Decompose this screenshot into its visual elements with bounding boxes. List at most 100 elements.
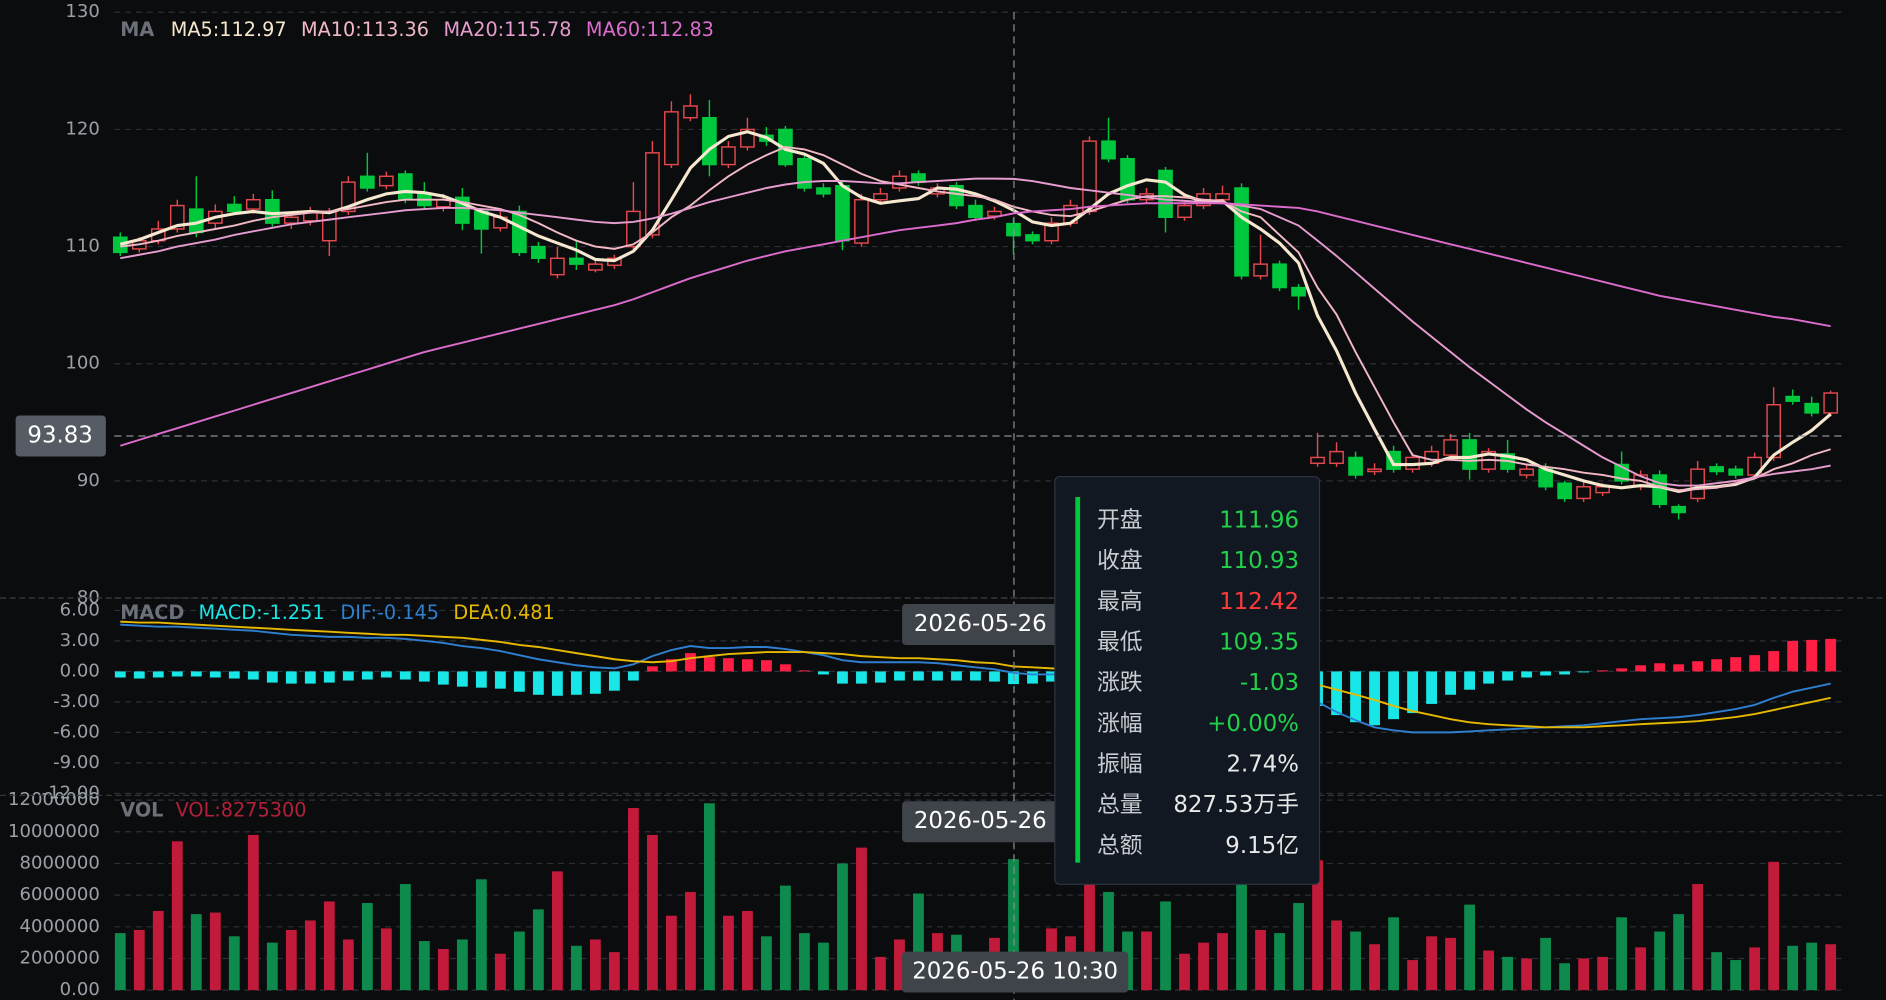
legend-title: VOL xyxy=(120,798,163,821)
volume-bar xyxy=(152,910,164,991)
volume-bar xyxy=(837,863,848,991)
macd-bar xyxy=(1046,671,1057,682)
volume-bar xyxy=(1141,931,1152,991)
y-tick-label: 10000000 xyxy=(8,821,100,842)
macd-bar xyxy=(342,671,354,681)
candle-body xyxy=(398,173,413,201)
macd-bar xyxy=(304,671,316,684)
volume-bar xyxy=(342,939,354,991)
tooltip-value: 112.42 xyxy=(1219,589,1299,615)
volume-bar xyxy=(780,885,791,991)
volume-bar xyxy=(1768,861,1780,991)
macd-bar xyxy=(1768,651,1780,672)
tooltip-value: 111.96 xyxy=(1219,508,1299,534)
volume-bar xyxy=(570,945,582,991)
candle-body xyxy=(1272,263,1287,289)
candle-body xyxy=(359,175,375,189)
macd-bar xyxy=(380,671,392,678)
candle-body xyxy=(987,210,1002,217)
volume-bar xyxy=(1331,920,1342,991)
macd-bar xyxy=(494,671,506,689)
date-label: 2026-05-26 10:30 xyxy=(912,959,1118,985)
volume-bar xyxy=(742,910,753,991)
volume-bar xyxy=(1312,860,1323,991)
volume-bar xyxy=(1407,960,1418,991)
volume-bar xyxy=(1084,850,1095,991)
macd-bar xyxy=(989,671,1000,682)
volume-bar xyxy=(190,914,202,991)
legend-item: MA10:113.36 xyxy=(301,18,429,41)
macd-bar xyxy=(1597,670,1609,672)
candle-body xyxy=(321,210,337,242)
macd-bar xyxy=(133,671,145,679)
candle-body xyxy=(683,105,698,119)
macd-bar xyxy=(608,671,620,691)
candle-body xyxy=(1025,234,1040,242)
tooltip-accent xyxy=(1075,496,1081,863)
candle-body xyxy=(1804,402,1820,414)
volume-bar xyxy=(1825,944,1837,991)
candle-body xyxy=(1519,468,1534,476)
date-label-box xyxy=(902,951,1129,993)
macd-bar xyxy=(837,671,848,684)
legend-item: DIF:-0.145 xyxy=(340,601,439,624)
macd-bar xyxy=(190,671,202,677)
macd-bar xyxy=(1749,655,1761,672)
volume-bar xyxy=(1236,855,1247,991)
date-label: 2026-05-26 xyxy=(914,808,1047,834)
y-tick-label: 4000000 xyxy=(20,916,100,937)
y-tick-label: 120 xyxy=(65,118,99,139)
macd-bar xyxy=(1825,638,1837,672)
candle-body xyxy=(1234,187,1249,277)
volume-bar xyxy=(799,933,810,991)
tooltip-label: 振幅 xyxy=(1097,751,1143,777)
volume-bar xyxy=(418,941,430,991)
volume-bar xyxy=(589,939,601,991)
volume-bar xyxy=(1730,960,1742,991)
volume-bar xyxy=(646,834,658,991)
macd-bar xyxy=(209,671,221,678)
candle-body xyxy=(283,216,299,224)
candle-body xyxy=(1785,395,1800,402)
tooltip-label: 最高 xyxy=(1097,589,1143,615)
volume-bar xyxy=(551,871,563,991)
macd-bar xyxy=(856,671,867,684)
candle-body xyxy=(1253,263,1268,277)
candle-body xyxy=(1329,450,1344,465)
tooltip-label: 收盘 xyxy=(1097,548,1143,574)
volume-bar xyxy=(266,942,278,991)
macd-bar xyxy=(247,671,259,680)
y-tick-label: 100 xyxy=(65,353,99,374)
candle-body xyxy=(1101,140,1116,160)
candle-body xyxy=(816,187,831,195)
macd-bar xyxy=(1483,671,1495,684)
y-tick-label: -12.00 xyxy=(42,782,100,803)
macd-bar xyxy=(742,659,753,672)
volume-bar xyxy=(1559,963,1571,991)
y-tick-label: 90 xyxy=(77,470,100,491)
candle-body xyxy=(245,198,261,210)
legend-item: VOL:8275300 xyxy=(176,798,307,821)
macd-bar xyxy=(1540,671,1552,676)
y-tick-label: -3.00 xyxy=(53,691,100,712)
macd-bar xyxy=(399,671,411,680)
volume-bar xyxy=(304,920,316,991)
macd-bar xyxy=(704,657,715,672)
volume-bar xyxy=(875,956,886,991)
volume-bar xyxy=(1217,933,1228,991)
macd-bar xyxy=(1673,664,1685,672)
macd-bar xyxy=(1464,671,1476,690)
macd-bar xyxy=(1806,639,1818,672)
candle-body xyxy=(1082,140,1097,213)
macd-bar xyxy=(266,671,278,683)
y-tick-label: 0.00 xyxy=(60,979,100,1000)
tooltip-value: -1.03 xyxy=(1240,670,1299,696)
candle-body xyxy=(1443,439,1458,456)
price-label: 93.83 xyxy=(27,423,92,449)
tooltip-value: 109.35 xyxy=(1219,630,1299,656)
volume-bar xyxy=(1293,903,1304,991)
tooltip-label: 涨跌 xyxy=(1097,670,1143,696)
volume-bar xyxy=(1654,931,1666,991)
